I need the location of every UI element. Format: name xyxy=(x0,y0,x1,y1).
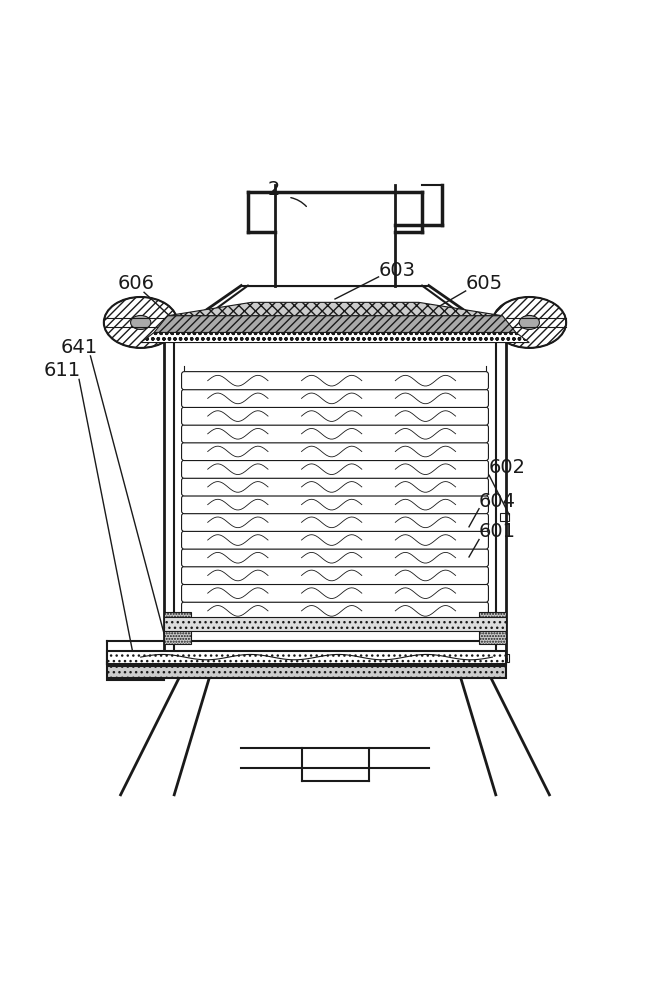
Ellipse shape xyxy=(131,315,151,329)
FancyBboxPatch shape xyxy=(182,531,488,549)
FancyBboxPatch shape xyxy=(182,549,488,567)
Bar xyxy=(500,654,509,662)
Bar xyxy=(500,513,509,521)
Text: 601: 601 xyxy=(479,522,516,541)
Text: 603: 603 xyxy=(379,261,415,280)
FancyBboxPatch shape xyxy=(182,602,488,620)
FancyBboxPatch shape xyxy=(182,442,488,461)
Text: 2: 2 xyxy=(268,180,280,199)
Bar xyxy=(164,612,191,644)
Polygon shape xyxy=(154,316,516,332)
Text: 604: 604 xyxy=(479,492,516,511)
Text: 602: 602 xyxy=(489,458,526,477)
Ellipse shape xyxy=(104,297,178,348)
FancyBboxPatch shape xyxy=(182,407,488,425)
FancyBboxPatch shape xyxy=(182,513,488,531)
Bar xyxy=(479,612,506,644)
FancyBboxPatch shape xyxy=(182,425,488,443)
FancyBboxPatch shape xyxy=(182,566,488,585)
FancyBboxPatch shape xyxy=(182,372,488,390)
Polygon shape xyxy=(168,302,502,316)
FancyBboxPatch shape xyxy=(182,478,488,496)
FancyBboxPatch shape xyxy=(182,496,488,514)
Bar xyxy=(164,617,506,631)
Ellipse shape xyxy=(519,315,539,329)
Bar xyxy=(107,651,506,664)
FancyBboxPatch shape xyxy=(182,584,488,602)
Text: 611: 611 xyxy=(44,361,80,380)
Bar xyxy=(107,666,506,678)
Text: 641: 641 xyxy=(60,338,97,357)
FancyBboxPatch shape xyxy=(182,389,488,407)
Text: 605: 605 xyxy=(466,274,502,293)
Polygon shape xyxy=(141,332,529,343)
Ellipse shape xyxy=(492,297,566,348)
Text: 606: 606 xyxy=(117,274,154,293)
FancyBboxPatch shape xyxy=(182,460,488,478)
